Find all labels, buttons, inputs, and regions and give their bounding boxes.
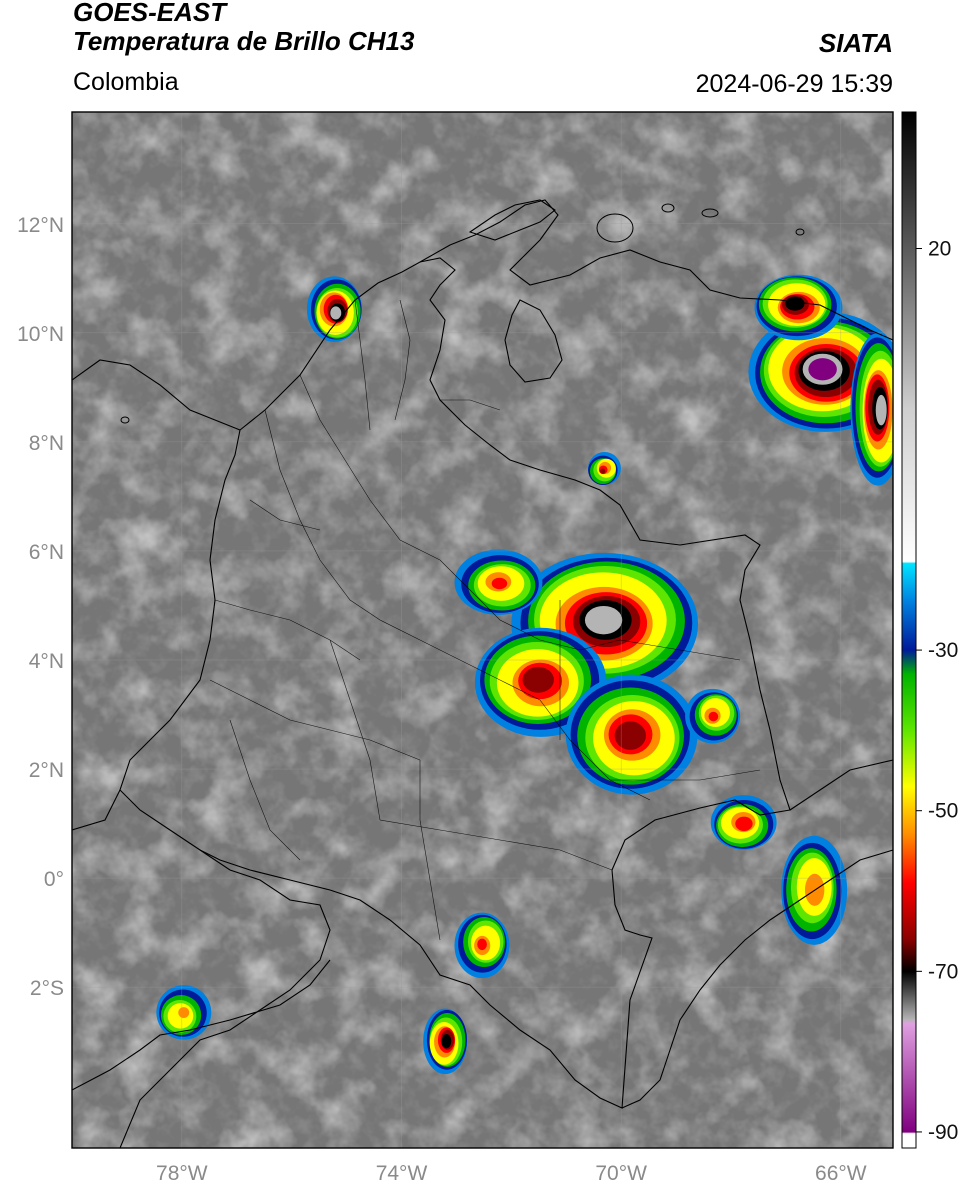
- storm-contour: [527, 672, 547, 689]
- region-label: Colombia: [73, 68, 179, 96]
- longitude-label: 70°W: [595, 1162, 647, 1185]
- department-borders: [209, 299, 761, 941]
- storm-contour: [877, 402, 884, 421]
- longitude-label: 74°W: [376, 1162, 428, 1185]
- coast-south: [72, 959, 331, 1091]
- latitude-labels: 12°N 10°N 8°N 6°N 4°N 2°N 0° 2°S: [17, 214, 64, 1000]
- longitude-labels: 78°W 74°W 70°W 66°W: [156, 1162, 867, 1185]
- storm-cell: [156, 985, 212, 1040]
- colorbar-tick-label: -30: [928, 639, 958, 662]
- colorbar-gradient: [901, 111, 917, 1149]
- storm-cells-layer: [156, 274, 893, 1075]
- storm-contour: [622, 728, 642, 747]
- storm-contour: [441, 1038, 448, 1048]
- colorbar: 20 -30 -50 -70 -90: [901, 111, 958, 1149]
- latitude-label: 12°N: [17, 214, 64, 237]
- storm-contour: [178, 1007, 190, 1019]
- datetime-label: 2024-06-29 15:39: [695, 70, 893, 98]
- storm-cell: [565, 674, 698, 795]
- latitude-label: 2°S: [30, 977, 64, 1000]
- brazil-border: [621, 849, 893, 1109]
- storm-contour: [815, 364, 833, 378]
- graticule: [72, 112, 893, 1148]
- product-title: Temperatura de Brillo CH13: [73, 26, 415, 56]
- latitude-label: 8°N: [29, 432, 64, 455]
- islands: [120, 203, 805, 424]
- latitude-label: 0°: [44, 868, 64, 891]
- storm-cell: [587, 452, 621, 485]
- ecuador-peru-border: [72, 789, 331, 1148]
- venezuela-coast: [419, 199, 893, 341]
- storm-cell: [685, 688, 741, 744]
- longitude-label: 66°W: [815, 1162, 867, 1185]
- latitude-label: 4°N: [29, 650, 64, 673]
- panama-border: [72, 359, 241, 431]
- venezuela-brazil-border: [789, 759, 893, 811]
- latitude-label: 10°N: [17, 323, 64, 346]
- storm-contour: [330, 307, 338, 316]
- storm-contour: [477, 938, 487, 951]
- storm-cell: [454, 549, 543, 615]
- colorbar-tick-label: -50: [928, 800, 958, 823]
- colombia-border: [119, 257, 791, 1109]
- storm-cell: [306, 276, 362, 342]
- storm-contour: [600, 468, 606, 474]
- latitude-label: 2°N: [29, 759, 64, 782]
- borders-layer: [72, 199, 893, 1148]
- colorbar-tick-label: -90: [928, 1121, 958, 1144]
- right-header: SIATA 2024-06-29 15:39: [695, 28, 893, 99]
- storm-contour: [708, 711, 719, 722]
- storm-cell: [474, 627, 607, 737]
- storm-cell: [850, 332, 893, 486]
- satellite-title: GOES-EAST: [73, 0, 227, 27]
- storm-contour: [591, 613, 614, 631]
- lake-maracaibo: [504, 299, 563, 383]
- title-block: GOES-EAST Temperatura de Brillo CH13 Col…: [73, 0, 414, 96]
- map-area: [72, 112, 893, 1148]
- latitude-label: 6°N: [29, 541, 64, 564]
- storm-cell: [710, 795, 777, 850]
- storm-cell: [754, 274, 843, 341]
- colorbar-ticks: 20 -30 -50 -70 -90: [916, 238, 958, 1144]
- guajira: [468, 199, 556, 241]
- storm-contour: [491, 577, 508, 590]
- map-frame: [71, 111, 894, 1149]
- colorbar-tick-label: 20: [928, 238, 951, 261]
- colorbar-tick-label: -70: [928, 960, 958, 983]
- storm-contour: [737, 821, 748, 830]
- longitude-label: 78°W: [156, 1162, 208, 1185]
- organization-label: SIATA: [818, 28, 893, 58]
- storm-cell: [423, 1008, 468, 1075]
- storm-cell: [454, 912, 510, 979]
